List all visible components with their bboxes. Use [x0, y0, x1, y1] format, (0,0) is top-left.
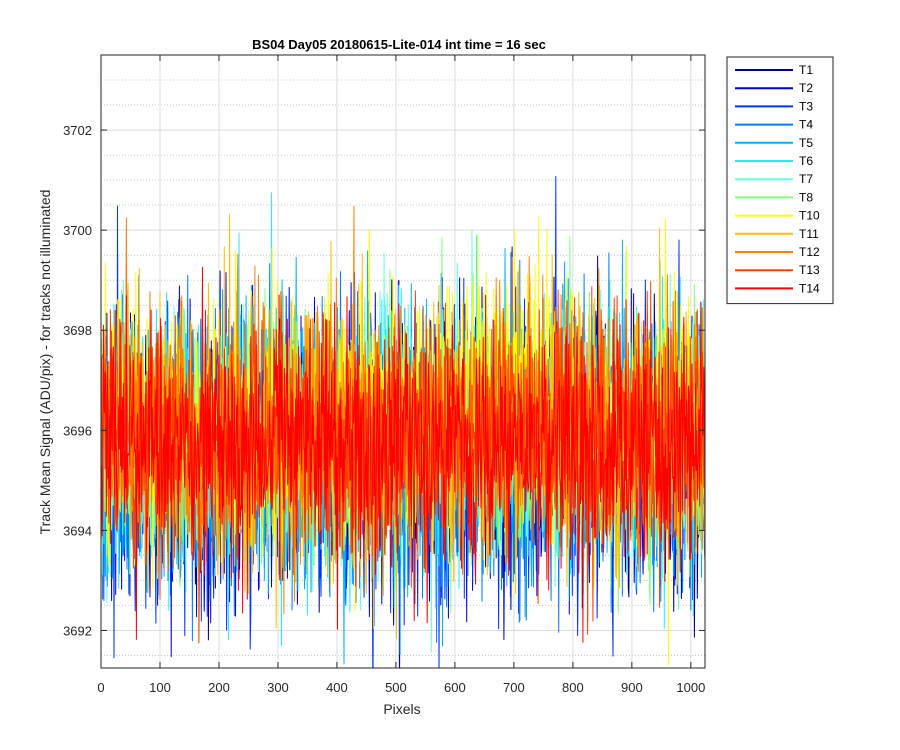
legend-label-T11: T11: [799, 227, 819, 241]
x-tick-label: 200: [208, 680, 230, 695]
y-tick-label: 3698: [63, 323, 92, 338]
legend-label-T10: T10: [799, 209, 820, 223]
legend-label-T1: T1: [799, 63, 813, 77]
y-tick-label: 3694: [63, 523, 92, 538]
legend-box: [726, 56, 834, 305]
x-tick-label: 800: [562, 680, 584, 695]
legend-label-T13: T13: [799, 263, 820, 277]
legend: T1 T2 T3 T4 T5 T6 T7 T8 T10 T11 T12 T13 T14: [726, 56, 834, 305]
y-tick-label: 3702: [63, 123, 92, 138]
x-tick-label: 0: [97, 680, 104, 695]
legend-label-T4: T4: [799, 118, 813, 132]
x-tick-label: 400: [326, 680, 348, 695]
series-line-T14: [101, 266, 705, 643]
series-lines: [101, 176, 705, 668]
legend-label-T8: T8: [799, 190, 813, 204]
x-tick-label: 500: [385, 680, 407, 695]
x-tick-label: 1000: [676, 680, 705, 695]
x-tick-label: 700: [503, 680, 525, 695]
x-tick-label: 600: [444, 680, 466, 695]
y-tick-label: 3700: [63, 223, 92, 238]
y-tick-label: 3692: [63, 623, 92, 638]
x-tick-label: 900: [621, 680, 643, 695]
plot-area: 0 100 200 300 400 500 600 700 800 900 1000 3692 3694…: [63, 54, 706, 695]
legend-label-T12: T12: [799, 245, 820, 259]
y-axis-label: Track Mean Signal (ADU/pix) - for tracks…: [37, 190, 53, 535]
legend-label-T2: T2: [799, 81, 813, 95]
legend-label-T5: T5: [799, 136, 813, 150]
x-tick-label: 300: [267, 680, 289, 695]
y-tick-label: 3696: [63, 423, 92, 438]
legend-label-T3: T3: [799, 99, 813, 113]
x-tick-label: 100: [149, 680, 171, 695]
x-axis-label: Pixels: [383, 701, 420, 717]
legend-label-T14: T14: [799, 281, 820, 295]
chart-title: BS04 Day05 20180615-Lite-014 int time = …: [252, 37, 546, 52]
axes-box: [100, 54, 706, 669]
ticks: 0 100 200 300 400 500 600 700 800 900 1000 3692 3694…: [63, 55, 705, 695]
legend-label-T6: T6: [799, 154, 813, 168]
legend-label-T7: T7: [799, 172, 813, 186]
